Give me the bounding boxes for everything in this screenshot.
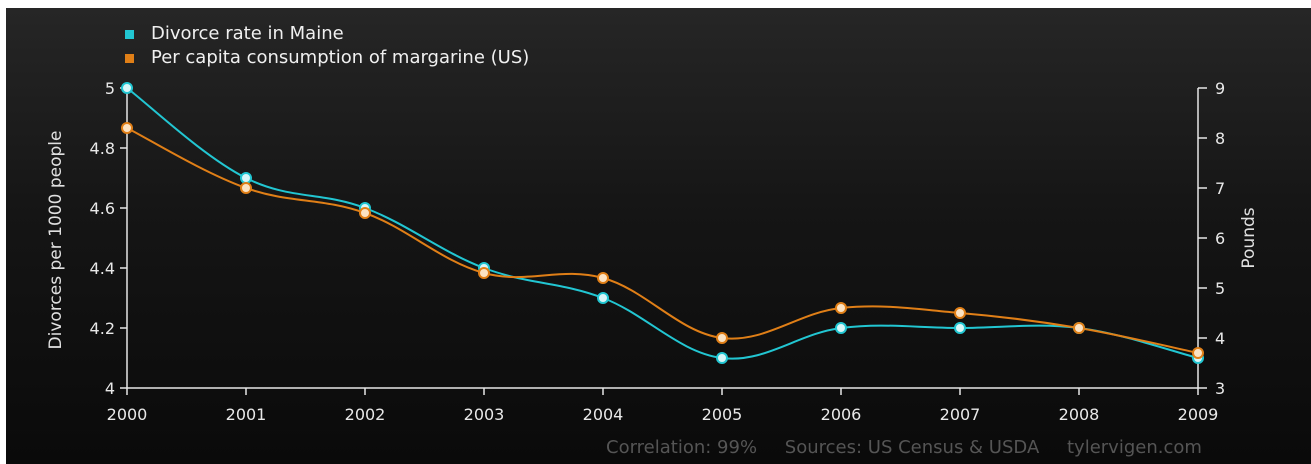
y-right-tick-label: 8 [1215,129,1225,148]
data-point-margarine [716,332,728,344]
y-right-tick-label: 9 [1215,79,1225,98]
footer-credits: Correlation: 99% Sources: US Census & US… [606,437,1224,458]
y-axis-left-title: Divorces per 1000 people [46,131,66,350]
data-point-margarine [359,207,371,219]
x-tick-label: 2006 [821,405,862,424]
y-left-tick-label: 4.6 [90,199,115,218]
x-tick-label: 2001 [226,405,267,424]
legend: Divorce rate in Maine Per capita consump… [125,22,529,70]
marker-layer [121,82,1204,364]
x-tick-label: 2000 [107,405,148,424]
y-right-tick-label: 3 [1215,379,1225,398]
y-right-tick-label: 4 [1215,329,1225,348]
data-point-divorce-rate [597,292,609,304]
sources-text: Sources: US Census & USDA [784,437,1040,458]
y-right-tick-label: 7 [1215,179,1225,198]
x-tick-label: 2005 [702,405,743,424]
data-point-divorce-rate [240,172,252,184]
data-point-divorce-rate [121,82,133,94]
series-line-margarine [126,127,1199,354]
site-link[interactable]: tylervigen.com [1067,437,1202,458]
x-tick-label: 2007 [940,405,981,424]
legend-item-divorce-rate[interactable]: Divorce rate in Maine [125,22,529,46]
data-point-margarine [1073,322,1085,334]
data-point-divorce-rate [716,352,728,364]
y-left-tick-label: 4.4 [90,259,115,278]
legend-item-margarine[interactable]: Per capita consumption of margarine (US) [125,46,529,70]
x-tick-label: 2004 [583,405,624,424]
legend-swatch-margarine [125,53,134,63]
y-left-tick-label: 5 [105,79,115,98]
legend-swatch-divorce-rate [125,29,134,39]
x-tick-label: 2003 [464,405,505,424]
correlation-text: Correlation: 99% [606,437,758,458]
y-left-tick-label: 4.2 [90,319,115,338]
y-right-tick-label: 6 [1215,229,1225,248]
axes-layer: 4 4.2 4.4 4.6 4.8 5 3 4 5 6 7 8 9 2000 2001 2002 2003 200… [46,79,1259,424]
data-point-divorce-rate [835,322,847,334]
series-layer [126,87,1199,360]
y-right-tick-label: 5 [1215,279,1225,298]
x-tick-label: 2008 [1059,405,1100,424]
legend-label-margarine: Per capita consumption of margarine (US) [151,47,530,68]
data-point-margarine [597,272,609,284]
y-axis-right-title: Pounds [1239,207,1259,268]
data-point-margarine [835,302,847,314]
data-point-margarine [240,182,252,194]
y-left-tick-label: 4 [105,379,115,398]
legend-label-divorce-rate: Divorce rate in Maine [151,23,344,44]
data-point-margarine [478,267,490,279]
data-point-divorce-rate [954,322,966,334]
data-point-margarine [954,307,966,319]
series-line-divorce-rate [126,87,1199,360]
y-left-tick-label: 4.8 [90,139,115,158]
x-tick-label: 2009 [1178,405,1219,424]
data-point-margarine [121,122,133,134]
data-point-margarine [1192,347,1204,359]
x-tick-label: 2002 [345,405,386,424]
